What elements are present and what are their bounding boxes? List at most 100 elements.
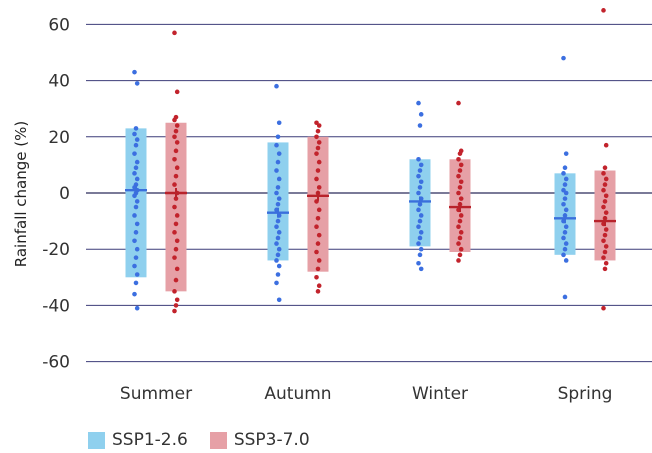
data-point [173, 196, 179, 201]
data-point [314, 151, 319, 156]
data-point [274, 168, 279, 173]
data-point [132, 213, 137, 218]
data-point [174, 165, 180, 171]
data-point [561, 252, 566, 258]
data-point [601, 187, 606, 193]
x-tick-label: Spring [558, 384, 613, 404]
data-point [274, 224, 279, 230]
median-markers [125, 185, 616, 227]
data-point [563, 176, 569, 182]
data-point [603, 142, 609, 148]
data-point [275, 159, 281, 165]
data-point [416, 100, 421, 106]
data-point [602, 249, 608, 255]
data-point [315, 128, 321, 134]
data-point [315, 241, 321, 246]
y-axis-label: Rainfall change (%) [12, 121, 30, 267]
y-tick-label: -20 [42, 240, 70, 260]
data-point [134, 159, 140, 165]
data-point [603, 193, 609, 199]
data-point [276, 151, 282, 156]
data-point [316, 159, 322, 165]
data-point [418, 213, 424, 218]
data-point [172, 156, 177, 162]
data-point [562, 182, 568, 187]
data-point [172, 308, 177, 314]
legend-item-ssp370: SSP3-7.0 [209, 430, 310, 450]
data-point [174, 213, 180, 218]
data-point [276, 176, 282, 182]
data-point [172, 134, 177, 140]
data-point [457, 151, 463, 156]
data-point [172, 204, 177, 210]
data-point [275, 218, 281, 224]
data-point [601, 171, 606, 176]
data-point [132, 263, 137, 269]
data-point [418, 112, 424, 117]
box-bar [307, 136, 329, 272]
data-point [316, 207, 322, 213]
data-point [276, 230, 282, 235]
data-point [174, 297, 180, 303]
data-point [173, 221, 179, 227]
data-point [603, 210, 609, 215]
data-point [603, 244, 609, 249]
data-point [601, 255, 606, 260]
data-point [276, 263, 282, 269]
data-point [601, 8, 606, 13]
data-point [314, 134, 319, 140]
data-point [314, 275, 319, 280]
data-point [274, 280, 279, 286]
data-point [457, 218, 463, 224]
data-point [561, 201, 566, 207]
data-point [418, 162, 424, 168]
y-tick-labels: -60 -40 -20 0 20 40 60 [42, 15, 70, 372]
data-point [602, 199, 608, 204]
data-point [132, 131, 137, 137]
data-point [316, 232, 322, 238]
data-point [562, 294, 568, 300]
data-point [274, 258, 279, 263]
data-point [133, 126, 139, 131]
data-point [563, 224, 569, 230]
data-point [457, 235, 463, 241]
legend-swatch-ssp370 [209, 431, 227, 449]
data-point [417, 235, 423, 241]
data-point [417, 218, 423, 224]
data-point [603, 260, 609, 266]
data-point [133, 165, 139, 171]
data-point [457, 168, 463, 173]
legend-label-ssp370: SSP3-7.0 [233, 430, 310, 450]
data-point [314, 224, 319, 230]
data-point [418, 266, 424, 272]
data-point [173, 246, 179, 252]
data-point [456, 190, 461, 196]
data-point [134, 272, 140, 277]
data-point [316, 283, 322, 289]
y-tick-label: 0 [59, 184, 70, 204]
data-point [458, 230, 464, 235]
data-point [174, 89, 180, 95]
data-point [417, 168, 423, 173]
data-point [275, 185, 281, 190]
data-point [316, 140, 322, 145]
data-point [276, 196, 282, 201]
y-tick-label: -60 [42, 353, 70, 373]
data-point [418, 246, 424, 252]
data-point [274, 190, 279, 196]
data-point [563, 151, 569, 156]
data-point [173, 277, 179, 283]
data-point [602, 266, 608, 272]
data-point [173, 148, 179, 154]
data-point [172, 230, 177, 235]
data-point [134, 246, 140, 252]
data-point [132, 171, 137, 176]
data-point [134, 221, 140, 227]
x-tick-label: Autumn [264, 384, 331, 404]
data-point [416, 260, 421, 266]
data-point [563, 207, 569, 213]
data-point [316, 185, 322, 190]
data-point [561, 55, 566, 61]
data-point [274, 241, 279, 246]
data-point [458, 162, 464, 168]
